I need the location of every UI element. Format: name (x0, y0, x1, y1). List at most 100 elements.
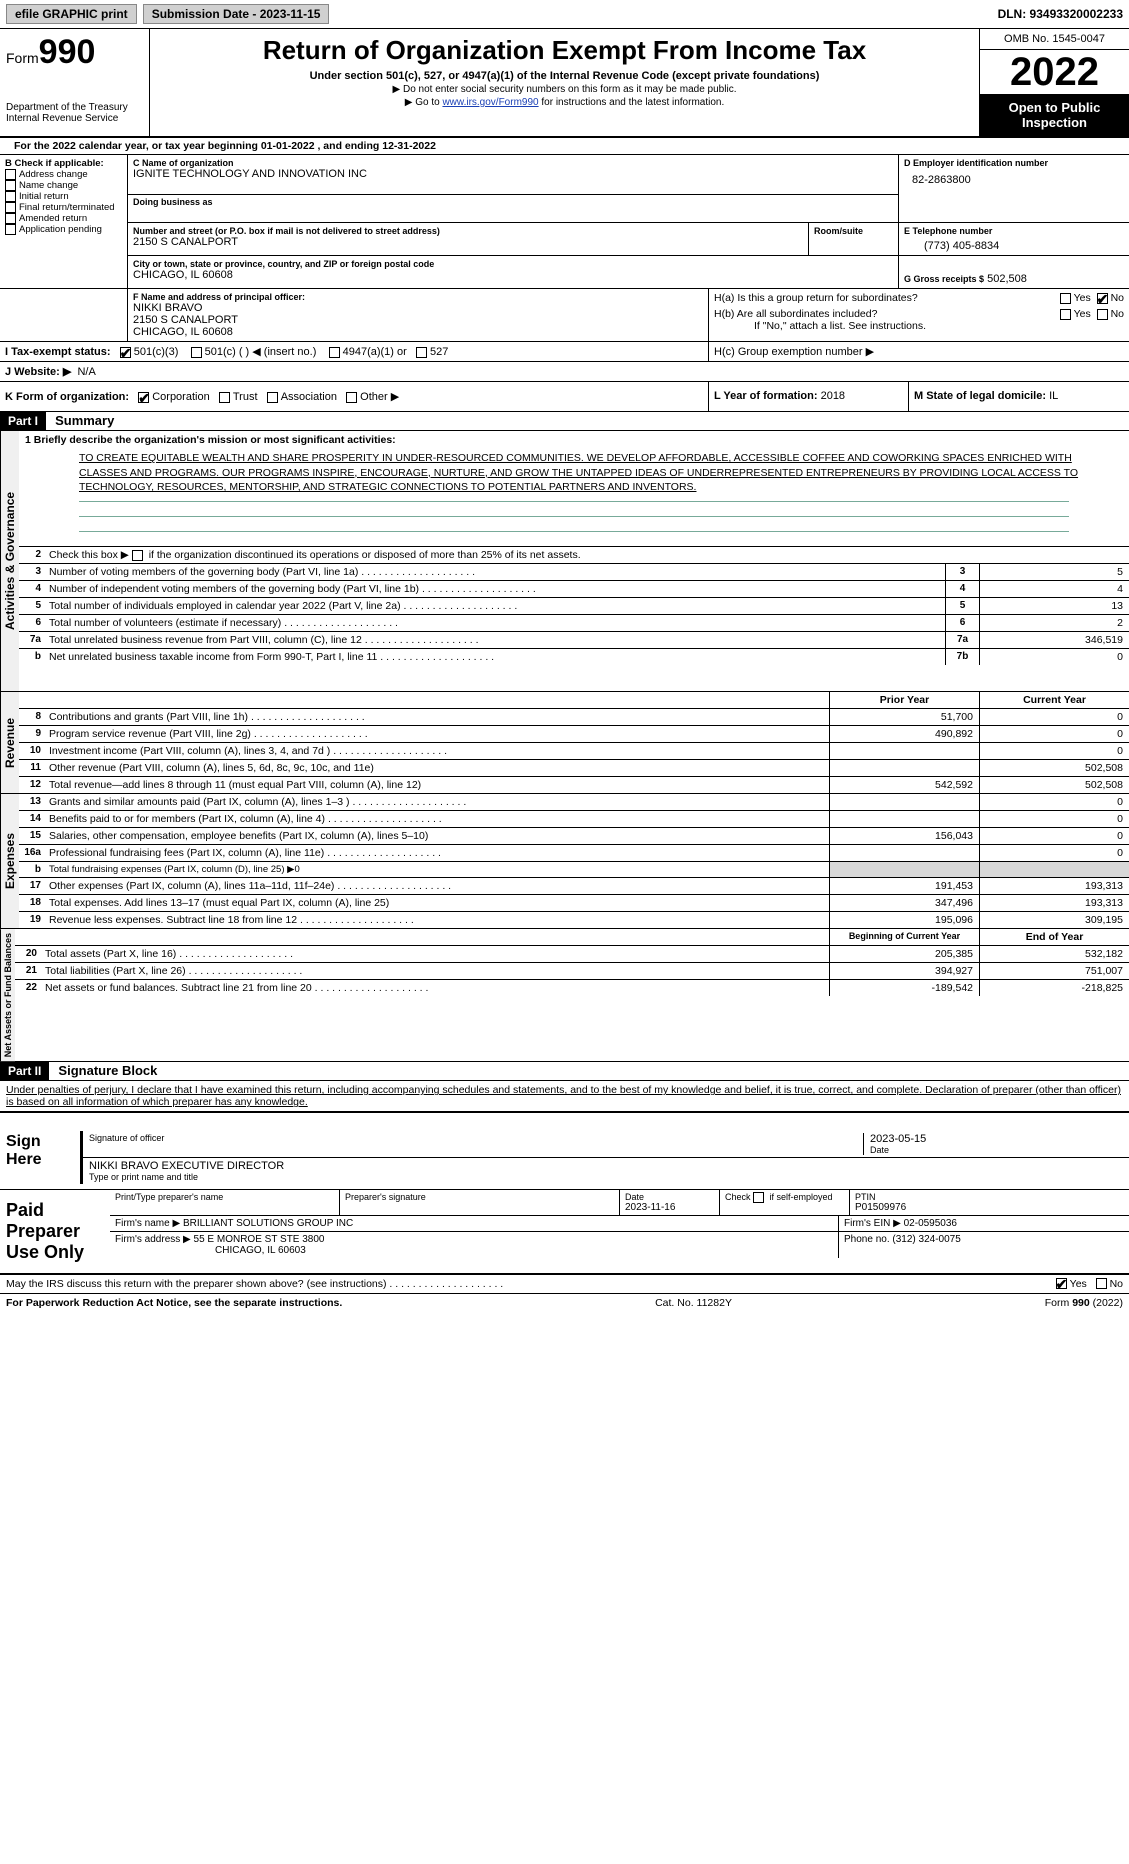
cb-line2[interactable] (132, 550, 143, 561)
line4-value: 4 (979, 581, 1129, 597)
line13-desc: Grants and similar amounts paid (Part IX… (45, 794, 829, 810)
cb-501c3[interactable] (120, 347, 131, 358)
cb-hb-no[interactable] (1097, 309, 1108, 320)
cb-association[interactable] (267, 392, 278, 403)
line9-desc: Program service revenue (Part VIII, line… (45, 726, 829, 742)
beginning-year-header: Beginning of Current Year (829, 929, 979, 945)
ein-label: D Employer identification number (904, 158, 1124, 168)
efile-print-button[interactable]: efile GRAPHIC print (6, 4, 137, 24)
line12-prior: 542,592 (829, 777, 979, 793)
year-formation-value: 2018 (821, 390, 845, 402)
firm-ein: 02-0595036 (904, 1218, 957, 1229)
line17-prior: 191,453 (829, 878, 979, 894)
tax-period-row: For the 2022 calendar year, or tax year … (0, 138, 1129, 155)
line19-prior: 195,096 (829, 912, 979, 928)
line7a-desc: Total unrelated business revenue from Pa… (45, 632, 945, 648)
room-label: Room/suite (814, 226, 893, 236)
city-value: CHICAGO, IL 60608 (133, 269, 893, 281)
line14-desc: Benefits paid to or for members (Part IX… (45, 811, 829, 827)
irs-label: Internal Revenue Service (6, 113, 143, 124)
form-number: Form990 (6, 33, 143, 72)
firm-address1: 55 E MONROE ST STE 3800 (194, 1234, 325, 1245)
hc-label: H(c) Group exemption number ▶ (714, 346, 874, 358)
line19-desc: Revenue less expenses. Subtract line 18 … (45, 912, 829, 928)
mission-label: 1 Briefly describe the organization's mi… (19, 431, 1129, 449)
line20-desc: Total assets (Part X, line 16) (41, 946, 829, 962)
line13-current: 0 (979, 794, 1129, 810)
gross-receipts-label: G Gross receipts $ (904, 274, 984, 284)
line16a-desc: Professional fundraising fees (Part IX, … (45, 845, 829, 861)
ha-label: H(a) Is this a group return for subordin… (714, 292, 1060, 304)
instructions-link-row: ▶ Go to www.irs.gov/Form990 for instruct… (158, 97, 971, 108)
cb-corporation[interactable] (138, 392, 149, 403)
side-revenue: Revenue (0, 692, 19, 793)
cb-self-employed[interactable] (753, 1192, 764, 1203)
current-year-header: Current Year (979, 692, 1129, 708)
ein-value: 82-2863800 (912, 174, 1124, 186)
cb-other[interactable] (346, 392, 357, 403)
treasury-dept: Department of the Treasury (6, 102, 143, 113)
line20-current: 532,182 (979, 946, 1129, 962)
sign-date-label: Date (870, 1145, 1123, 1155)
line15-prior: 156,043 (829, 828, 979, 844)
org-name: IGNITE TECHNOLOGY AND INNOVATION INC (133, 168, 893, 180)
line15-current: 0 (979, 828, 1129, 844)
cb-ha-no[interactable] (1097, 293, 1108, 304)
phone-value: (773) 405-8834 (924, 240, 1124, 252)
cb-hb-yes[interactable] (1060, 309, 1071, 320)
line6-desc: Total number of volunteers (estimate if … (45, 615, 945, 631)
officer-group-row: F Name and address of principal officer:… (0, 289, 1129, 342)
prior-year-header: Prior Year (829, 692, 979, 708)
part1-title: Summary (49, 411, 120, 430)
public-inspection-badge: Open to Public Inspection (980, 94, 1129, 136)
line6-value: 2 (979, 615, 1129, 631)
tax-status-label: I Tax-exempt status: (5, 346, 111, 358)
cb-527[interactable] (416, 347, 427, 358)
cb-amended-return[interactable] (5, 213, 16, 224)
cb-initial-return[interactable] (5, 191, 16, 202)
line16a-current: 0 (979, 845, 1129, 861)
cb-4947a1[interactable] (329, 347, 340, 358)
side-net-assets: Net Assets or Fund Balances (0, 929, 15, 1061)
cb-discuss-no[interactable] (1096, 1278, 1107, 1289)
line5-value: 13 (979, 598, 1129, 614)
cb-name-change[interactable] (5, 180, 16, 191)
gross-receipts-value: 502,508 (987, 273, 1027, 285)
line21-current: 751,007 (979, 963, 1129, 979)
paid-preparer-label: Paid Preparer Use Only (0, 1190, 110, 1273)
ptin-value: P01509976 (855, 1202, 1124, 1213)
page-footer: For Paperwork Reduction Act Notice, see … (0, 1294, 1129, 1312)
tax-status-row: I Tax-exempt status: 501(c)(3) 501(c) ( … (0, 342, 1129, 362)
irs-form990-link[interactable]: www.irs.gov/Form990 (442, 97, 538, 108)
line11-desc: Other revenue (Part VIII, column (A), li… (45, 760, 829, 776)
discuss-row: May the IRS discuss this return with the… (0, 1275, 1129, 1294)
print-name-label: Type or print name and title (89, 1172, 284, 1182)
submission-date-button[interactable]: Submission Date - 2023-11-15 (143, 4, 330, 24)
line14-current: 0 (979, 811, 1129, 827)
line10-current: 0 (979, 743, 1129, 759)
hb-label: H(b) Are all subordinates included? (714, 308, 1060, 320)
street-label: Number and street (or P.O. box if mail i… (133, 226, 803, 236)
part2-badge: Part II (0, 1062, 49, 1080)
cb-address-change[interactable] (5, 169, 16, 180)
pra-notice: For Paperwork Reduction Act Notice, see … (6, 1297, 342, 1309)
cb-final-return[interactable] (5, 202, 16, 213)
line7b-value: 0 (979, 649, 1129, 665)
part1-header-row: Part I Summary (0, 412, 1129, 431)
cb-trust[interactable] (219, 392, 230, 403)
discuss-question: May the IRS discuss this return with the… (6, 1278, 1056, 1290)
line9-current: 0 (979, 726, 1129, 742)
cb-application-pending[interactable] (5, 224, 16, 235)
block-b-header: B Check if applicable: (5, 158, 122, 169)
cb-501c[interactable] (191, 347, 202, 358)
line18-desc: Total expenses. Add lines 13–17 (must eq… (45, 895, 829, 911)
street-value: 2150 S CANALPORT (133, 236, 803, 248)
cb-discuss-yes[interactable] (1056, 1278, 1067, 1289)
org-name-label: C Name of organization (133, 158, 893, 168)
city-label: City or town, state or province, country… (133, 259, 893, 269)
firm-address2: CHICAGO, IL 60603 (215, 1245, 833, 1256)
line12-desc: Total revenue—add lines 8 through 11 (mu… (45, 777, 829, 793)
cb-ha-yes[interactable] (1060, 293, 1071, 304)
form-subtitle: Under section 501(c), 527, or 4947(a)(1)… (158, 70, 971, 82)
k-l-m-row: K Form of organization: Corporation Trus… (0, 382, 1129, 412)
